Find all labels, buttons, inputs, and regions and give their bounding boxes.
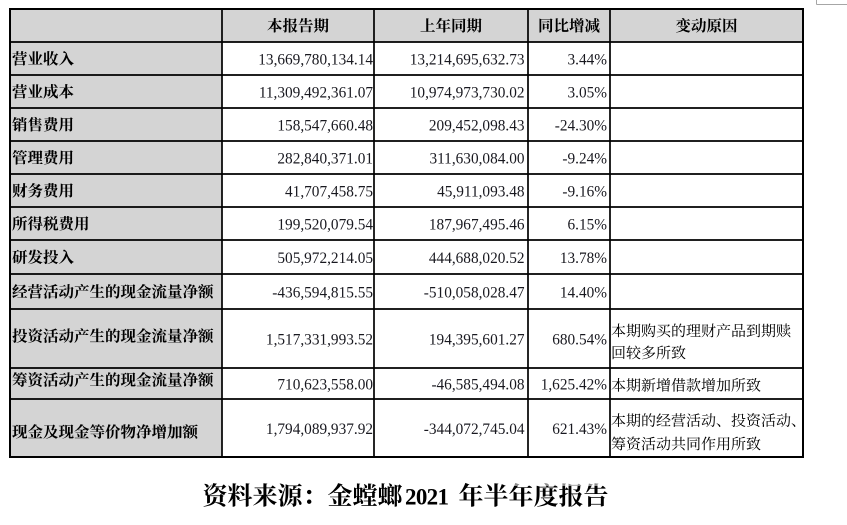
svg-text:3.05%: 3.05% (567, 85, 607, 102)
svg-text:199,520,079.54: 199,520,079.54 (277, 217, 373, 234)
svg-text:444,688,020.52: 444,688,020.52 (429, 250, 525, 267)
svg-text:1,625.42%: 1,625.42% (541, 377, 608, 394)
svg-text:6.15%: 6.15% (567, 217, 607, 234)
svg-text:45,911,093.48: 45,911,093.48 (437, 184, 525, 201)
svg-text:11,309,492,361.07: 11,309,492,361.07 (259, 85, 374, 102)
svg-text:311,630,084.00: 311,630,084.00 (429, 151, 524, 168)
svg-text:-344,072,745.04: -344,072,745.04 (424, 421, 525, 438)
svg-text:41,707,458.75: 41,707,458.75 (285, 184, 373, 201)
svg-text:282,840,371.01: 282,840,371.01 (277, 151, 373, 168)
svg-text:2021: 2021 (405, 485, 449, 510)
svg-text:-9.24%: -9.24% (562, 151, 607, 168)
svg-text:14.40%: 14.40% (560, 285, 607, 302)
svg-text:1,794,089,937.92: 1,794,089,937.92 (266, 421, 373, 438)
svg-text:13,669,780,134.14: 13,669,780,134.14 (258, 52, 373, 69)
svg-text:10,974,973,730.02: 10,974,973,730.02 (410, 85, 525, 102)
svg-text:187,967,495.46: 187,967,495.46 (429, 217, 525, 234)
svg-text:-436,594,815.55: -436,594,815.55 (272, 285, 373, 302)
svg-text:505,972,214.05: 505,972,214.05 (277, 250, 373, 267)
svg-text:710,623,558.00: 710,623,558.00 (277, 377, 373, 394)
svg-text:158,547,660.48: 158,547,660.48 (277, 118, 373, 135)
svg-text:680.54%: 680.54% (552, 332, 607, 349)
svg-text:13.78%: 13.78% (560, 250, 607, 267)
svg-text:13,214,695,632.73: 13,214,695,632.73 (410, 52, 525, 69)
svg-text:1,517,331,993.52: 1,517,331,993.52 (266, 332, 373, 349)
svg-text:3.44%: 3.44% (567, 52, 607, 69)
svg-text:621.43%: 621.43% (552, 421, 607, 438)
svg-text:-510,058,028.47: -510,058,028.47 (424, 285, 525, 302)
svg-text:209,452,098.43: 209,452,098.43 (429, 118, 525, 135)
svg-text:-46,585,494.08: -46,585,494.08 (431, 377, 524, 394)
svg-text:-24.30%: -24.30% (555, 118, 608, 135)
svg-text:194,395,601.27: 194,395,601.27 (429, 332, 525, 349)
svg-text:-9.16%: -9.16% (562, 184, 607, 201)
